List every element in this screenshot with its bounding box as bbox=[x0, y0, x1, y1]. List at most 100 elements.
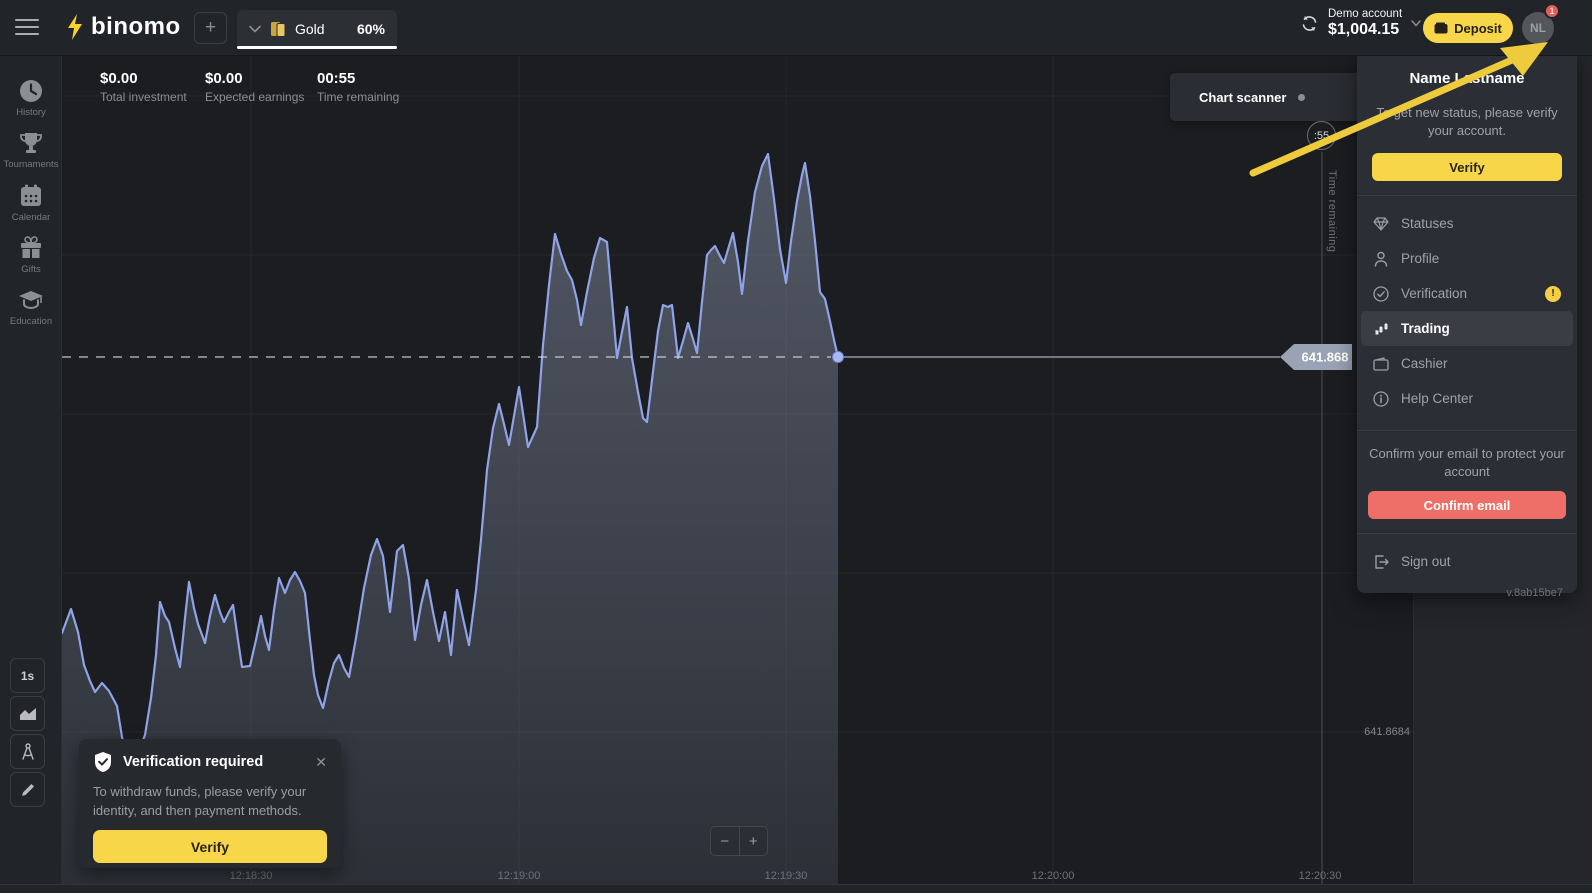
sidebar-item-label: History bbox=[16, 107, 46, 118]
verification-notification: Verification required ✕ To withdraw fund… bbox=[79, 739, 341, 868]
person-icon bbox=[1373, 251, 1389, 267]
brand-name: binomo bbox=[91, 13, 181, 40]
notification-title: Verification required bbox=[123, 754, 264, 770]
menu-item-label: Profile bbox=[1401, 251, 1440, 266]
account-balance: $1,004.15 bbox=[1328, 21, 1400, 38]
account-dropdown-menu: Name Lastname To get new status, please … bbox=[1357, 50, 1577, 599]
info-icon bbox=[1373, 390, 1389, 407]
asset-tab-gold[interactable]: Gold 60% bbox=[237, 10, 397, 49]
notification-count-badge: 1 bbox=[1544, 3, 1560, 19]
sidebar-item-label: Calendar bbox=[11, 212, 51, 223]
chart-scanner-label: Chart scanner bbox=[1199, 89, 1287, 105]
time-tick: 12:19:00 bbox=[497, 870, 541, 882]
zoom-out-button[interactable]: − bbox=[711, 827, 740, 855]
stat-label: Total investment bbox=[100, 90, 187, 104]
chart-type-button[interactable] bbox=[10, 696, 45, 731]
menu-item-profile[interactable]: Profile bbox=[1361, 241, 1573, 276]
time-tick: 12:19:30 bbox=[764, 870, 808, 882]
indicators-button[interactable] bbox=[10, 734, 45, 769]
sidebar-item-gifts[interactable]: Gifts bbox=[0, 235, 62, 275]
time-tick: 12:20:30 bbox=[1298, 870, 1342, 882]
trophy-icon bbox=[0, 130, 62, 156]
divider bbox=[1357, 195, 1577, 196]
graduation-cap-icon bbox=[0, 287, 62, 313]
menu-item-label: Cashier bbox=[1401, 356, 1448, 371]
menu-item-label: Statuses bbox=[1401, 216, 1454, 231]
sidebar-item-history[interactable]: History bbox=[0, 78, 62, 118]
stat-label: Expected earnings bbox=[205, 90, 305, 104]
divider bbox=[1357, 430, 1577, 431]
account-type: Demo account bbox=[1328, 8, 1403, 20]
area-chart-icon bbox=[19, 707, 37, 721]
price-axis-tick: 641.8684 bbox=[1364, 726, 1410, 738]
calendar-icon bbox=[0, 183, 62, 209]
interval-button[interactable]: 1s bbox=[10, 658, 45, 693]
verify-button[interactable]: Verify bbox=[93, 830, 327, 863]
pencil-icon bbox=[20, 782, 36, 798]
sidebar-item-calendar[interactable]: Calendar bbox=[0, 183, 62, 223]
chart-zoom-controls: − + bbox=[710, 826, 768, 856]
shield-check-icon bbox=[93, 751, 113, 773]
chart-scanner-button[interactable]: Chart scanner bbox=[1170, 73, 1365, 121]
wallet-icon bbox=[1434, 22, 1448, 34]
confirm-email-button[interactable]: Confirm email bbox=[1368, 491, 1566, 519]
bottom-bar bbox=[0, 884, 1592, 893]
sign-out-icon bbox=[1373, 554, 1389, 570]
menu-item-label: Verification bbox=[1401, 286, 1468, 301]
email-confirm-note: Confirm your email to protect your accou… bbox=[1369, 446, 1565, 479]
stat-time-remaining: 00:55 Time remaining bbox=[317, 70, 399, 104]
deposit-button[interactable]: Deposit bbox=[1423, 13, 1513, 43]
lightning-bolt-icon bbox=[66, 14, 84, 40]
menu-item-statuses[interactable]: Statuses bbox=[1361, 206, 1573, 241]
menu-item-verification[interactable]: Verification ! bbox=[1361, 276, 1573, 311]
menu-item-label: Trading bbox=[1401, 321, 1450, 336]
top-bar: binomo + Gold 60% Demo account $1,004.15 bbox=[0, 0, 1592, 56]
sidebar-item-label: Tournaments bbox=[3, 159, 59, 170]
clock-icon bbox=[0, 78, 62, 104]
check-circle-icon bbox=[1373, 285, 1389, 302]
stat-value: 00:55 bbox=[317, 70, 356, 87]
sidebar-item-label: Gifts bbox=[21, 264, 41, 275]
sidebar-item-education[interactable]: Education bbox=[0, 287, 62, 327]
zoom-in-button[interactable]: + bbox=[748, 832, 758, 850]
refresh-icon bbox=[1300, 14, 1319, 33]
drafting-compass-icon bbox=[20, 743, 36, 760]
menu-item-label: Help Center bbox=[1401, 391, 1474, 406]
wallet-icon bbox=[1373, 356, 1389, 371]
candlestick-chart-icon bbox=[1373, 321, 1389, 337]
add-asset-button[interactable]: + bbox=[194, 12, 227, 44]
chevron-down-icon[interactable] bbox=[249, 25, 261, 33]
purchase-countdown-badge: :55 bbox=[1307, 121, 1336, 150]
menu-item-help-center[interactable]: Help Center bbox=[1361, 381, 1573, 416]
gift-icon bbox=[0, 235, 62, 261]
time-remaining-axis-label: Time remaining bbox=[1326, 170, 1338, 253]
notification-body: To withdraw funds, please verify your id… bbox=[93, 784, 307, 818]
time-tick: 12:20:00 bbox=[1031, 870, 1075, 882]
asset-name: Gold bbox=[295, 20, 325, 37]
stat-total-investment: $0.00 Total investment bbox=[100, 70, 187, 104]
menu-item-trading[interactable]: Trading bbox=[1361, 311, 1573, 346]
menu-item-label: Sign out bbox=[1401, 554, 1451, 569]
deposit-label: Deposit bbox=[1454, 20, 1502, 36]
drawing-tools-button[interactable] bbox=[10, 772, 45, 807]
left-sidebar: History Tournaments Calendar Gifts Educa… bbox=[0, 56, 62, 884]
stat-label: Time remaining bbox=[317, 90, 400, 104]
gold-bars-icon bbox=[269, 20, 287, 38]
account-switcher[interactable]: Demo account $1,004.15 bbox=[1300, 8, 1421, 39]
menu-item-sign-out[interactable]: Sign out bbox=[1361, 544, 1573, 579]
binomo-logo: binomo bbox=[66, 13, 181, 41]
chevron-down-icon bbox=[1411, 20, 1421, 27]
verify-button[interactable]: Verify bbox=[1372, 153, 1562, 181]
stat-value: $0.00 bbox=[205, 70, 243, 87]
gem-icon bbox=[1373, 216, 1389, 231]
menu-item-cashier[interactable]: Cashier bbox=[1361, 346, 1573, 381]
asset-payout: 60% bbox=[356, 20, 385, 37]
time-tick: 12:18:30 bbox=[229, 870, 273, 882]
sidebar-item-label: Education bbox=[9, 316, 53, 327]
scanner-status-dot-icon bbox=[1298, 93, 1306, 101]
hamburger-menu-icon[interactable] bbox=[15, 19, 39, 37]
sidebar-item-tournaments[interactable]: Tournaments bbox=[0, 130, 62, 170]
stat-value: $0.00 bbox=[100, 70, 138, 87]
close-icon[interactable]: ✕ bbox=[315, 753, 327, 770]
